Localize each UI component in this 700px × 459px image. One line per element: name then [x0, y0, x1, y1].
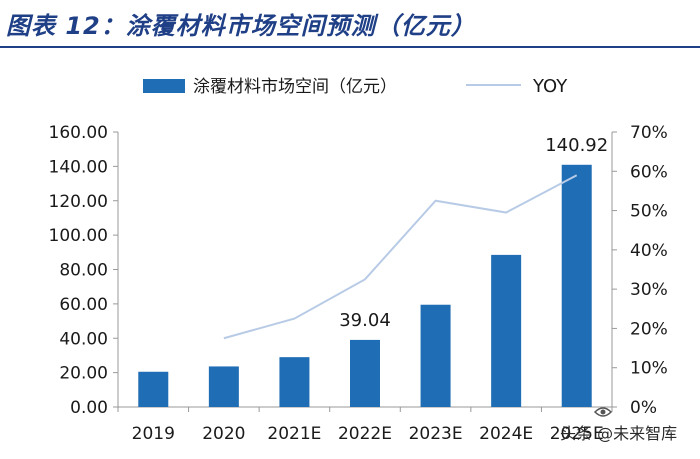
bar	[491, 254, 522, 407]
x-axis-tick-label: 2019	[132, 424, 175, 444]
x-axis-tick-label: 2022E	[338, 424, 392, 444]
bar	[420, 304, 451, 407]
legend-bar-swatch	[143, 79, 185, 93]
bar	[561, 164, 592, 407]
x-axis-tick-label: 2024E	[479, 424, 533, 444]
x-axis-tick-label: 2023E	[409, 424, 463, 444]
left-axis-tick-label: 100.00	[49, 226, 108, 246]
left-axis-tick-label: 140.00	[49, 157, 108, 177]
yoy-line	[223, 174, 578, 340]
bar	[208, 366, 239, 407]
watermark-text: 头条 @未来智库	[560, 424, 678, 443]
bar	[279, 357, 310, 407]
left-axis-tick-label: 80.00	[59, 261, 108, 281]
bar	[138, 371, 169, 407]
right-axis-tick-label: 70%	[630, 123, 668, 143]
data-label: 39.04	[339, 310, 391, 331]
left-axis-tick-label: 20.00	[59, 364, 108, 384]
bar	[350, 339, 380, 407]
x-axis-tick-label: 2021E	[267, 424, 321, 444]
legend-line-label: YOY	[532, 76, 568, 97]
right-axis-tick-label: 40%	[630, 241, 668, 261]
right-axis-tick-label: 60%	[630, 162, 668, 182]
left-axis-tick-label: 120.00	[49, 192, 108, 212]
left-axis-tick-label: 40.00	[59, 329, 108, 349]
right-axis-tick-label: 10%	[630, 359, 668, 379]
legend-bar-label: 涂覆材料市场空间（亿元）	[193, 77, 397, 97]
x-axis-tick-label: 2020	[202, 424, 245, 444]
right-axis-tick-label: 0%	[630, 398, 657, 418]
header: 图表 12：涂覆材料市场空间预测（亿元）	[0, 0, 700, 50]
title-rule	[0, 46, 700, 48]
left-axis-tick-label: 60.00	[59, 295, 108, 315]
left-axis-tick-label: 160.00	[49, 123, 108, 143]
x-axis-tick-label: 2025E	[550, 424, 604, 444]
left-axis-tick-label: 0.00	[70, 398, 108, 418]
right-axis-tick-label: 30%	[630, 280, 668, 300]
watermark-logo-icon	[593, 407, 613, 417]
data-label: 140.92	[545, 135, 608, 156]
figure-title: 图表 12：涂覆材料市场空间预测（亿元）	[6, 12, 476, 40]
right-axis-tick-label: 50%	[630, 202, 668, 222]
right-axis-tick-label: 20%	[630, 319, 668, 339]
